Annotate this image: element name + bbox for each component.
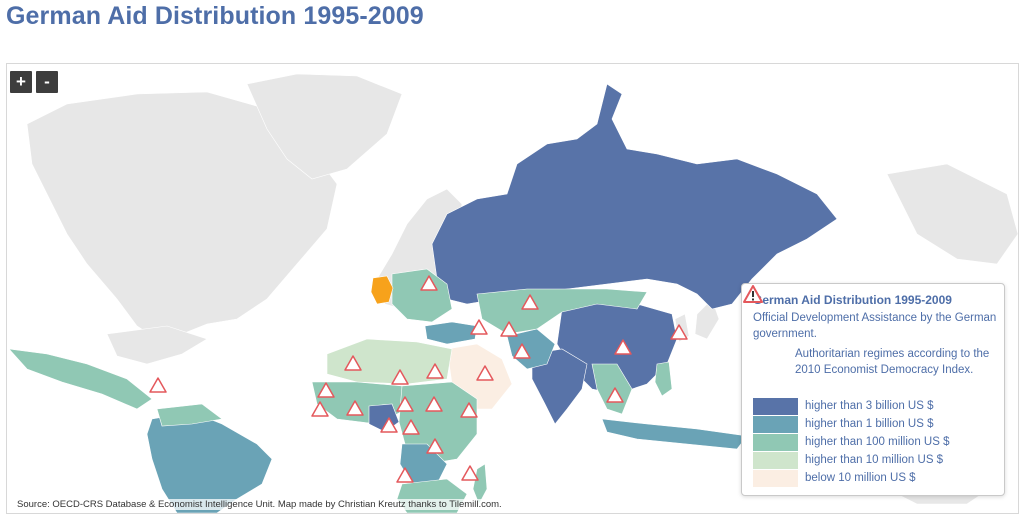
legend-subtitle: Official Development Assistance by the G… [753,312,997,340]
region-south-america[interactable] [146,411,273,513]
warning-triangle-icon[interactable] [396,467,414,483]
warning-triangle-icon[interactable] [426,363,444,379]
region-greenland [246,73,403,180]
warning-triangle-icon[interactable] [461,465,479,481]
warning-triangle-icon[interactable] [606,387,624,403]
warning-triangle-icon[interactable] [311,401,329,417]
warning-triangle-icon[interactable] [420,275,438,291]
region-eastern-europe[interactable] [391,268,453,323]
region-central-africa[interactable] [398,381,478,465]
legend-swatch [753,398,798,415]
warning-triangle-icon[interactable] [396,396,414,412]
zoom-out-button[interactable]: - [36,71,58,93]
warning-triangle-icon[interactable] [500,321,518,337]
warning-triangle-icon[interactable] [513,343,531,359]
region-colombia-venezuela[interactable] [156,403,223,427]
warning-triangle-icon[interactable] [391,369,409,385]
legend-class: higher than 10 million US $ [753,452,958,469]
map[interactable]: + - German Aid Distribution 1995-2009 Of… [6,63,1019,514]
region-north-america [26,91,338,340]
region-turkey[interactable] [424,321,478,345]
region-madagascar[interactable] [472,463,488,505]
warning-triangle-icon[interactable] [460,402,478,418]
region-india[interactable] [531,348,588,425]
legend-title: German Aid Distribution 1995-2009 [753,293,952,307]
legend-class-label: higher than 3 billion US $ [805,400,934,412]
region-germany [370,275,394,305]
warning-triangle-icon[interactable] [402,419,420,435]
legend-class: higher than 1 billion US $ [753,416,958,433]
warning-triangle-icon[interactable] [425,396,443,412]
region-alaska-east [886,163,1018,265]
legend-swatch [753,416,798,433]
warning-triangle-icon [743,285,763,303]
region-north-africa[interactable] [326,338,453,385]
region-indonesia[interactable] [601,418,748,450]
legend-swatch [753,452,798,469]
legend-class: higher than 100 million US $ [753,434,958,451]
legend-class: higher than 3 billion US $ [753,398,958,415]
region-us-south [106,325,208,365]
legend-swatch [753,470,798,487]
region-russia[interactable] [431,83,838,310]
warning-triangle-icon[interactable] [426,438,444,454]
warning-triangle-icon[interactable] [670,324,688,340]
region-philippines[interactable] [654,361,673,397]
region-mexico-central-america[interactable] [8,348,153,410]
legend-class-label: higher than 1 billion US $ [805,418,934,430]
warning-triangle-icon[interactable] [344,355,362,371]
warning-triangle-icon[interactable] [380,417,398,433]
warning-triangle-icon[interactable] [346,400,364,416]
region-afghanistan-pakistan[interactable] [506,328,556,370]
source-attribution: Source: OECD-CRS Database & Economist In… [15,499,504,510]
warning-triangle-icon[interactable] [614,339,632,355]
legend-class-label: below 10 million US $ [805,472,916,484]
warning-triangle-icon[interactable] [317,382,335,398]
legend-warning-text: Authoritarian regimes according to the 2… [795,348,990,376]
warning-triangle-icon[interactable] [149,377,167,393]
legend-class: below 10 million US $ [753,470,958,487]
legend-swatch [753,434,798,451]
warning-triangle-icon[interactable] [521,294,539,310]
warning-triangle-icon[interactable] [476,365,494,381]
page-title: German Aid Distribution 1995-2009 [6,2,424,30]
zoom-in-button[interactable]: + [10,71,32,93]
map-canvas[interactable] [7,64,1018,513]
legend-class-label: higher than 100 million US $ [805,436,950,448]
legend-class-label: higher than 10 million US $ [805,454,944,466]
map-legend: German Aid Distribution 1995-2009 Offici… [741,283,1005,496]
warning-triangle-icon[interactable] [470,319,488,335]
